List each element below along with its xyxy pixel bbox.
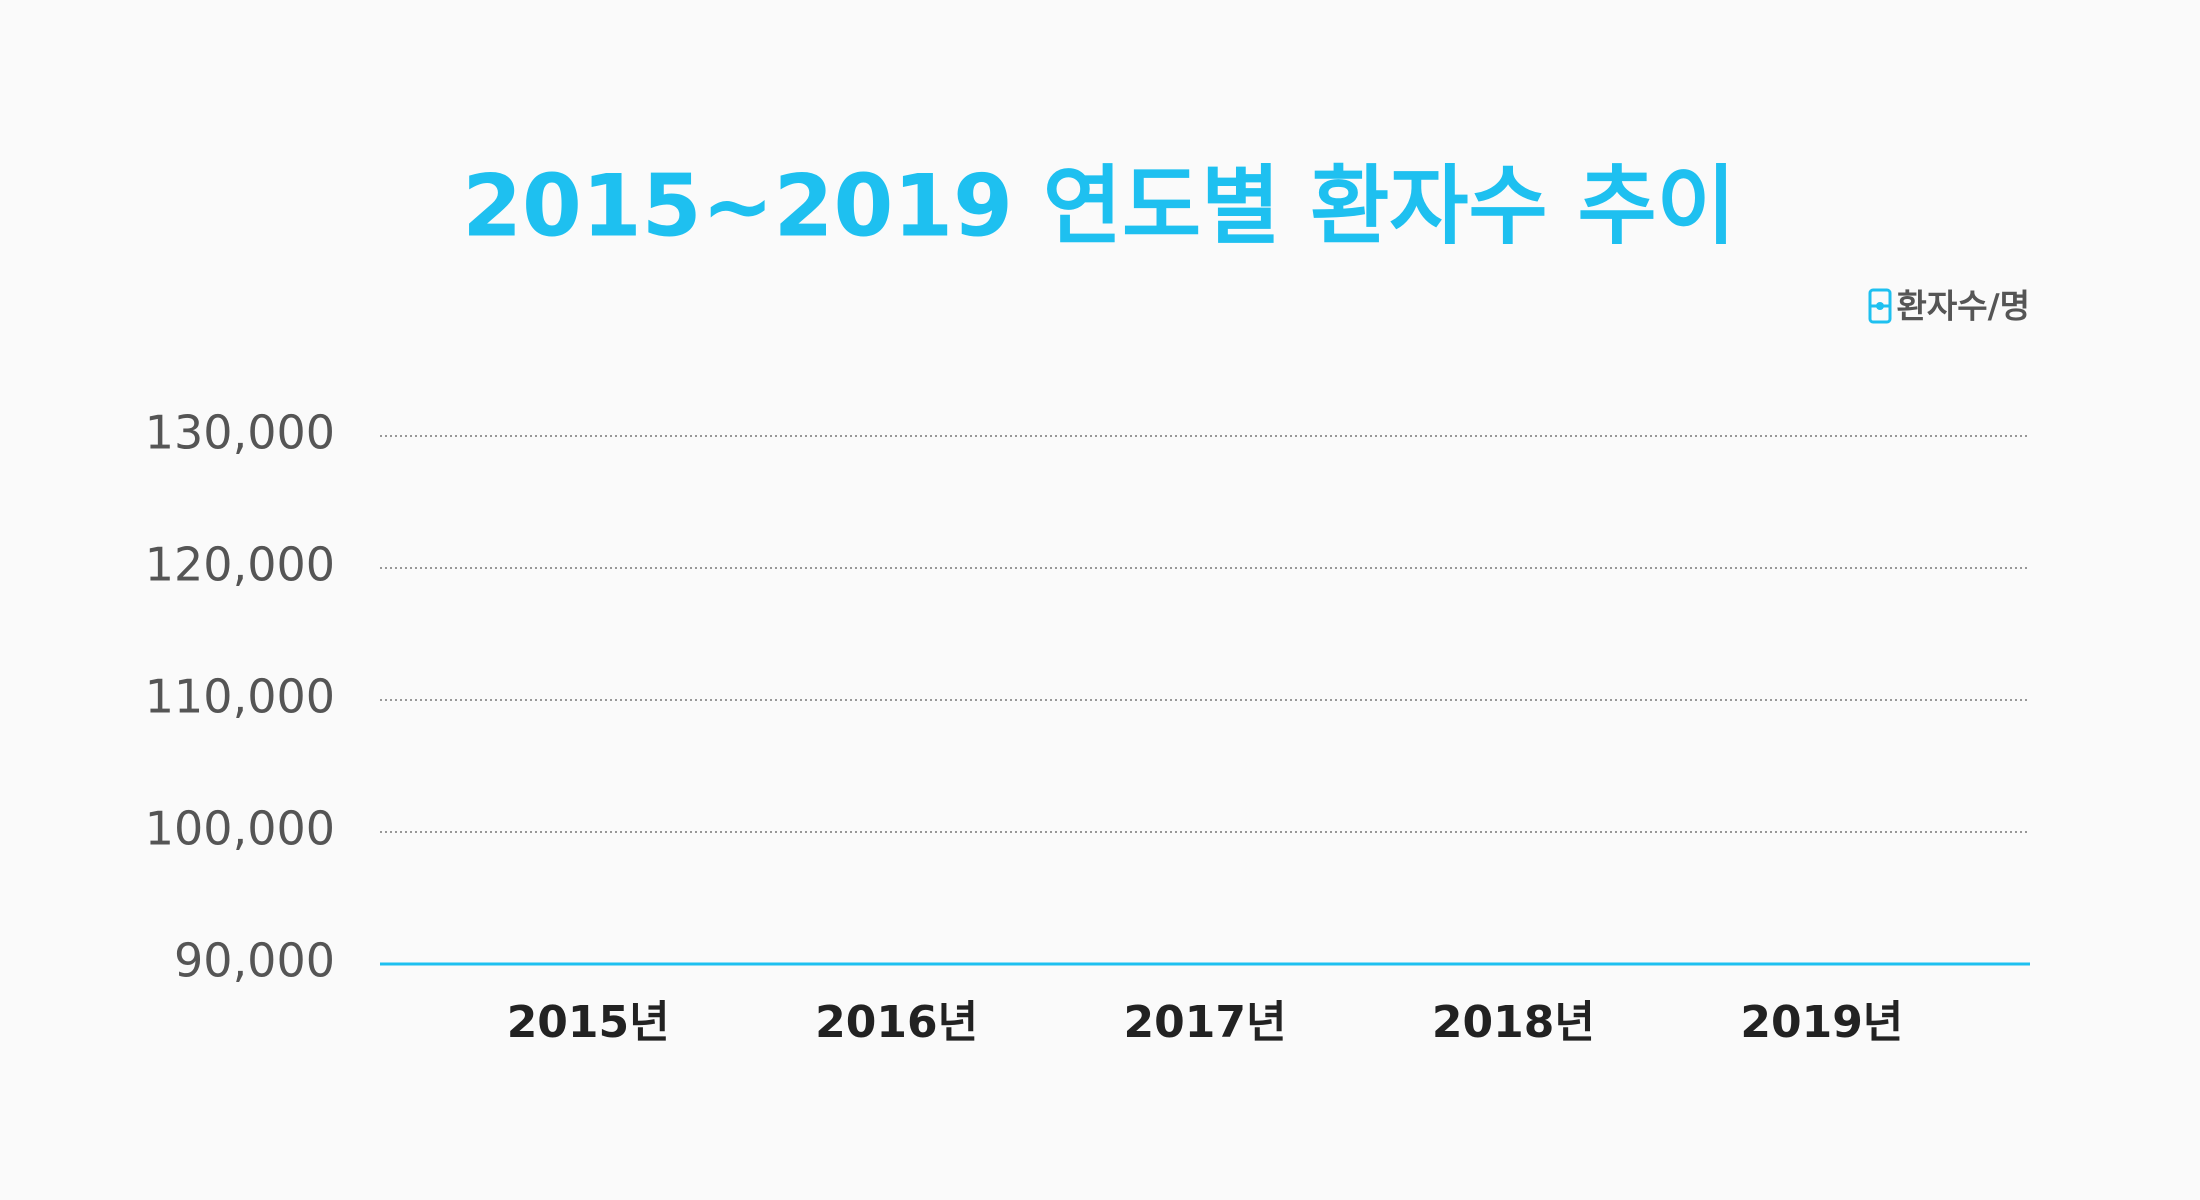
x-tick-label: 2018년 xyxy=(1432,997,1595,1048)
y-tick-label: 90,000 xyxy=(174,934,335,988)
unit-label: 환자수/명 xyxy=(1897,287,2031,326)
unit-icon xyxy=(1868,288,1892,324)
y-tick-label: 100,000 xyxy=(145,802,335,856)
y-tick-label: 110,000 xyxy=(145,670,335,724)
chart-title: 2015~2019 연도별 환자수 추이 xyxy=(462,156,1736,256)
x-tick-label: 2016년 xyxy=(815,997,978,1048)
y-tick-label: 120,000 xyxy=(145,538,335,592)
y-tick-label: 130,000 xyxy=(145,406,335,460)
x-tick-label: 2015년 xyxy=(507,997,670,1048)
x-tick-label: 2019년 xyxy=(1740,997,1903,1048)
x-tick-label: 2017년 xyxy=(1124,997,1287,1048)
